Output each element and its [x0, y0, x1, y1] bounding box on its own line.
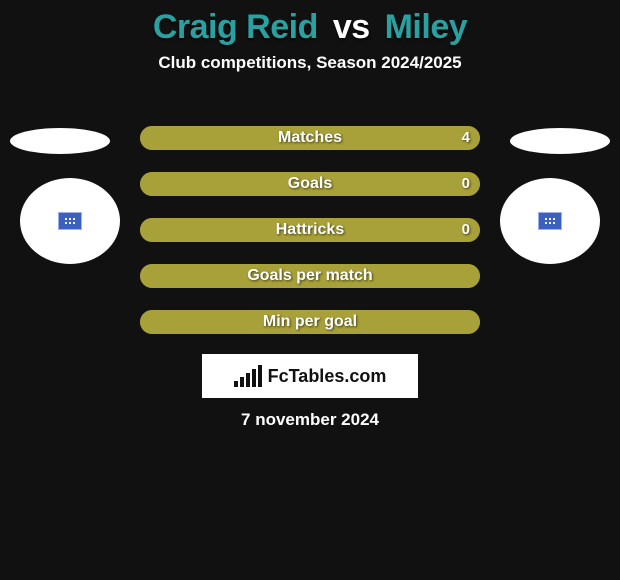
comparison-card: Craig Reid vs Miley Club competitions, S…: [0, 0, 620, 580]
date: 7 november 2024: [0, 410, 620, 430]
stat-row: Hattricks0: [140, 218, 480, 242]
subtitle: Club competitions, Season 2024/2025: [0, 53, 620, 73]
stat-label: Goals per match: [140, 264, 480, 288]
avatar-left-badge-icon: [58, 212, 82, 230]
stat-value-right: 4: [462, 126, 470, 150]
vs-separator: vs: [333, 8, 370, 46]
avatar-small-left: [10, 128, 110, 154]
stats-list: Matches4Goals0Hattricks0Goals per matchM…: [140, 126, 480, 356]
title: Craig Reid vs Miley: [0, 0, 620, 47]
fctables-label: FcTables.com: [268, 366, 387, 387]
player-left-name: Craig Reid: [153, 8, 318, 46]
stat-row: Goals0: [140, 172, 480, 196]
avatar-right-badge-icon: [538, 212, 562, 230]
stat-value-right: 0: [462, 172, 470, 196]
stat-label: Goals: [140, 172, 480, 196]
fctables-badge[interactable]: FcTables.com: [202, 354, 418, 398]
stat-value-right: 0: [462, 218, 470, 242]
avatar-right: [500, 178, 600, 264]
stat-label: Hattricks: [140, 218, 480, 242]
fctables-bars-icon: [234, 365, 262, 387]
avatar-left: [20, 178, 120, 264]
avatar-small-right: [510, 128, 610, 154]
stat-row: Min per goal: [140, 310, 480, 334]
stat-row: Matches4: [140, 126, 480, 150]
stat-row: Goals per match: [140, 264, 480, 288]
player-right-name: Miley: [385, 8, 468, 46]
stat-label: Matches: [140, 126, 480, 150]
stat-label: Min per goal: [140, 310, 480, 334]
